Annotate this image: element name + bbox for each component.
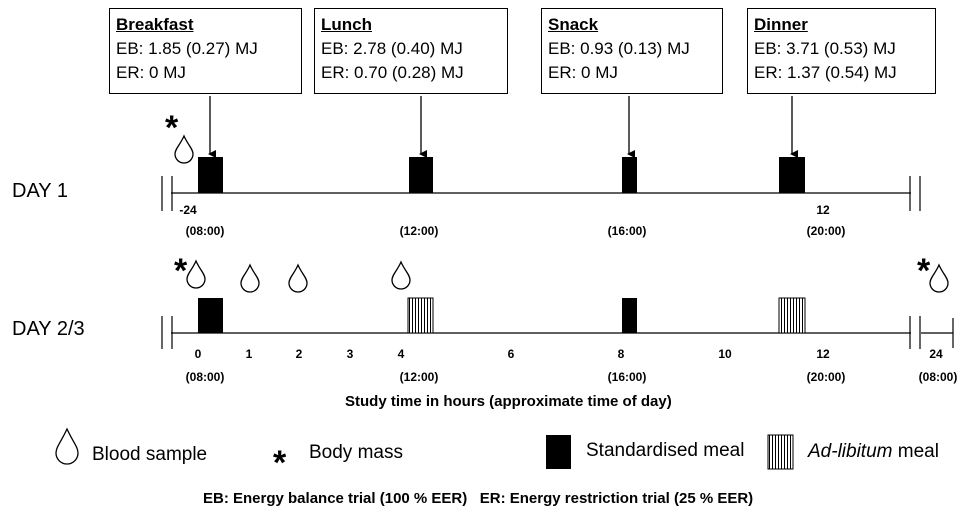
day2-time-label: (16:00) xyxy=(608,370,647,384)
day2-tick-labels: 0 1 2 3 4 6 8 10 12 24 (08:00) (12:00) (… xyxy=(186,347,958,384)
day2-tick-label: 12 xyxy=(816,347,830,361)
day2-label: DAY 2/3 xyxy=(12,318,85,340)
footer-caption: EB: Energy balance trial (100 % EER) ER:… xyxy=(203,490,754,507)
meal-title: Dinner xyxy=(754,15,808,34)
day1-tick-label: -24 xyxy=(179,203,197,217)
meal-eb-value: EB: 1.85 (0.27) MJ xyxy=(116,39,258,58)
day2-timeline xyxy=(161,316,954,349)
meal-box-dinner: Dinner EB: 3.71 (0.53) MJ ER: 1.37 (0.54… xyxy=(747,8,936,94)
meal-er-value: ER: 0.70 (0.28) MJ xyxy=(321,63,464,82)
legend-adlibitum-meal-label: Ad-libitum meal xyxy=(808,441,939,463)
day1-body-mass-icon: * xyxy=(165,109,179,147)
legend-blood-sample-icon xyxy=(55,427,79,465)
day2-tick-label: 10 xyxy=(718,347,732,361)
day1-time-label: (20:00) xyxy=(807,224,846,238)
day2-blood-sample-icon xyxy=(240,263,260,293)
day2-time-label: (20:00) xyxy=(807,370,846,384)
day2-tick-label: 3 xyxy=(347,347,354,361)
day1-timeline xyxy=(161,176,921,211)
day1-standardised-meal-snack xyxy=(622,157,637,193)
day3-blood-sample-icon xyxy=(929,263,949,293)
day1-standardised-meal-breakfast xyxy=(198,157,223,193)
meal-box-lunch: Lunch EB: 2.78 (0.40) MJ ER: 0.70 (0.28)… xyxy=(314,8,508,94)
day2-blood-sample-icon xyxy=(186,259,206,289)
day2-tick-label: 6 xyxy=(508,347,515,361)
meal-er-value: ER: 1.37 (0.54) MJ xyxy=(754,63,897,82)
meal-er-value: ER: 0 MJ xyxy=(548,63,618,82)
day2-tick-label: 24 xyxy=(929,347,943,361)
legend-standardised-meal-icon xyxy=(546,435,571,469)
day2-tick-label: 2 xyxy=(296,347,303,361)
day1-label: DAY 1 xyxy=(12,180,68,202)
day2-adlibitum-meal-lunch xyxy=(407,297,434,334)
day1-standardised-meal-lunch xyxy=(409,157,433,193)
legend-adlibitum-italic: Ad-libitum xyxy=(808,441,893,462)
day2-adlibitum-meal-dinner xyxy=(778,297,806,334)
day1-time-label: (12:00) xyxy=(400,224,439,238)
meal-arrows xyxy=(208,96,798,158)
meal-eb-value: EB: 0.93 (0.13) MJ xyxy=(548,39,690,58)
meal-box-breakfast: Breakfast EB: 1.85 (0.27) MJ ER: 0 MJ xyxy=(109,8,302,94)
day2-tick-label: 1 xyxy=(246,347,253,361)
meal-title: Breakfast xyxy=(116,15,194,34)
meal-title: Lunch xyxy=(321,15,372,34)
day2-time-label: (12:00) xyxy=(400,370,439,384)
day1-time-label: (08:00) xyxy=(186,224,225,238)
day2-tick-label: 8 xyxy=(618,347,625,361)
day2-blood-sample-icon xyxy=(288,263,308,293)
day1-standardised-meal-dinner xyxy=(779,157,805,193)
day2-time-label: (08:00) xyxy=(186,370,225,384)
meal-eb-value: EB: 3.71 (0.53) MJ xyxy=(754,39,896,58)
day1-tick-labels: -24 12 (08:00) (12:00) (16:00) (20:00) xyxy=(179,203,845,238)
day2-standardised-meal-breakfast xyxy=(198,298,223,333)
day2-tick-label: 0 xyxy=(195,347,202,361)
axis-caption: Study time in hours (approximate time of… xyxy=(345,393,672,410)
day2-time-label: (08:00) xyxy=(919,370,958,384)
day1-blood-sample-icon xyxy=(174,134,194,164)
legend-adlibitum-meal-icon xyxy=(767,434,794,470)
day1-tick-label: 12 xyxy=(816,203,830,217)
legend-body-mass-label: Body mass xyxy=(309,442,403,463)
day1-time-label: (16:00) xyxy=(608,224,647,238)
meal-eb-value: EB: 2.78 (0.40) MJ xyxy=(321,39,463,58)
meal-title: Snack xyxy=(548,15,599,34)
meal-box-snack: Snack EB: 0.93 (0.13) MJ ER: 0 MJ xyxy=(541,8,723,94)
day2-body-mass-icon: * xyxy=(174,252,188,290)
day2-standardised-meal-snack xyxy=(622,298,637,333)
legend-adlibitum-suffix: meal xyxy=(892,441,939,462)
day2-tick-label: 4 xyxy=(398,347,405,361)
legend-body-mass-icon: * xyxy=(273,444,287,482)
legend-blood-sample-label: Blood sample xyxy=(92,444,208,465)
meal-er-value: ER: 0 MJ xyxy=(116,63,186,82)
day2-blood-sample-icon xyxy=(391,260,411,290)
day3-body-mass-icon: * xyxy=(917,252,931,290)
legend-standardised-meal-label: Standardised meal xyxy=(586,440,745,461)
